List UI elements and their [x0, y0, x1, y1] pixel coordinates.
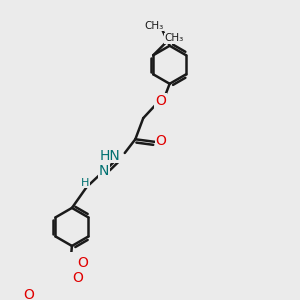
Text: O: O [155, 94, 166, 108]
Text: O: O [77, 256, 88, 270]
Text: HN: HN [100, 148, 121, 163]
Text: CH₃: CH₃ [144, 21, 164, 31]
Text: N: N [98, 164, 109, 178]
Text: O: O [72, 271, 83, 285]
Text: O: O [155, 134, 167, 148]
Text: O: O [23, 288, 34, 300]
Text: CH₃: CH₃ [165, 33, 184, 43]
Text: H: H [81, 178, 89, 188]
